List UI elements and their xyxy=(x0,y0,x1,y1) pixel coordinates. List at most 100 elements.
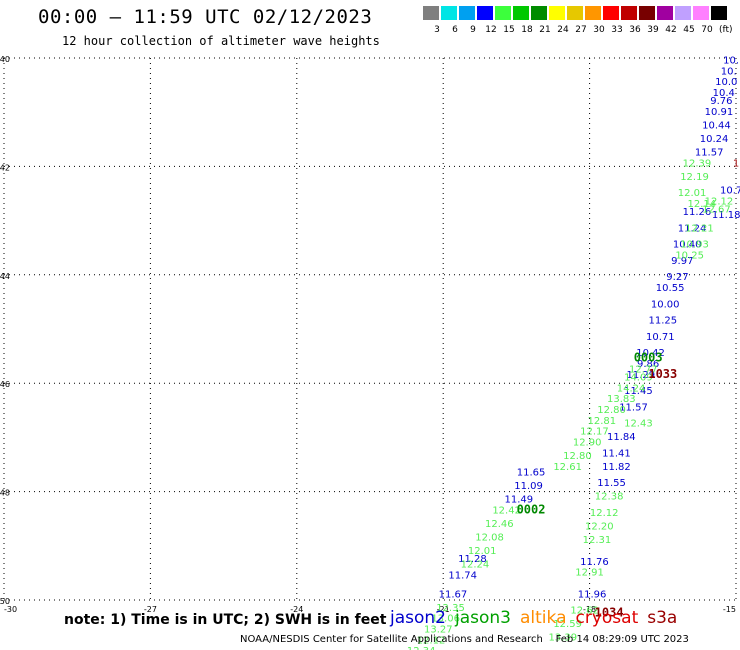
x-tick-label: -15 xyxy=(723,605,736,614)
jason3-point: 12.17 xyxy=(580,427,609,438)
color-swatch xyxy=(711,6,727,20)
jason3-point: 12.08 xyxy=(475,532,504,543)
jason2-point: 11.96 xyxy=(578,589,607,600)
color-swatch-label: 39 xyxy=(647,25,659,35)
color-swatch-label: 30 xyxy=(593,25,605,35)
jason2-point: 10.71 xyxy=(646,332,675,343)
jason3-point: 12.12 xyxy=(705,196,734,207)
s3a-point: 1 xyxy=(733,158,739,169)
color-swatch xyxy=(621,6,637,20)
track-labels: 00030002000110331034 xyxy=(517,351,678,620)
color-swatch xyxy=(693,6,709,20)
jason3-point: 12.62 xyxy=(570,606,599,617)
color-swatch xyxy=(675,6,691,20)
jason3-point: 12.80 xyxy=(597,405,626,416)
footer-note: note: 1) Time is in UTC; 2) SWH is in fe… xyxy=(64,612,387,628)
y-tick-label: -48 xyxy=(0,489,10,498)
y-tick-label: -46 xyxy=(0,380,10,389)
color-swatch-label: 45 xyxy=(683,25,695,35)
jason2-point: 11.67 xyxy=(439,589,468,600)
color-swatch xyxy=(639,6,655,20)
jason3-point: 14.09 xyxy=(624,372,653,383)
color-swatch xyxy=(495,6,511,20)
jason2-point: 11.24 xyxy=(678,223,707,234)
jason2-point: 10.44 xyxy=(702,120,731,131)
jason3-point: 12.24 xyxy=(461,559,490,570)
jason2-point: 10.55 xyxy=(656,283,685,294)
legend-jason2: jason2 xyxy=(390,608,446,628)
y-tick-label: -40 xyxy=(0,55,10,64)
jason2-point: 10.40 xyxy=(673,240,702,251)
jason2-point: 9.27 xyxy=(666,272,688,283)
color-swatch xyxy=(441,6,457,20)
color-swatch-label: 9 xyxy=(470,25,476,35)
jason3-point: 12.12 xyxy=(417,635,446,646)
color-swatch xyxy=(603,6,619,20)
chart-subtitle: 12 hour collection of altimeter wave hei… xyxy=(62,34,380,48)
color-swatch xyxy=(585,6,601,20)
jason2-point: 10. xyxy=(721,66,737,77)
jason2-point: 11.09 xyxy=(514,481,543,492)
grid-lines xyxy=(3,57,737,601)
jason3-point: 12.77 xyxy=(629,364,658,375)
jason2-point: 11.29 xyxy=(627,370,656,381)
color-swatch xyxy=(423,6,439,20)
legend-altika: altika xyxy=(520,608,567,628)
jason3-point: 12.80 xyxy=(563,451,592,462)
jason3-point: 12.14 xyxy=(688,199,717,210)
color-swatch-label: 6 xyxy=(452,25,458,35)
jason2-point: 11.26 xyxy=(683,207,712,218)
jason3-point: 12.19 xyxy=(680,172,709,183)
jason3-point: 12.90 xyxy=(573,438,602,449)
color-unit-label: (ft) xyxy=(719,25,733,35)
color-swatch-label: 21 xyxy=(539,25,551,35)
jason2-point: 11.41 xyxy=(602,448,631,459)
jason2-point: 10.7 xyxy=(720,186,740,197)
jason2-point: 10.42 xyxy=(636,348,665,359)
jason2-point: 11.76 xyxy=(580,557,609,568)
jason2-point: 10.24 xyxy=(700,134,729,145)
jason3-point: 12.42 xyxy=(492,505,521,516)
jason3-point: 12.61 xyxy=(553,462,582,473)
jason2-point: 11.57 xyxy=(695,148,724,159)
jason2-point: 10.4 xyxy=(713,88,735,99)
jason3-point: 12.91 xyxy=(575,568,604,579)
jason2-point: 10.00 xyxy=(651,299,680,310)
color-swatch-label: 27 xyxy=(575,25,587,35)
color-swatch-label: 18 xyxy=(521,25,533,35)
jason2-point: 11.49 xyxy=(505,494,534,505)
color-swatch-label: 24 xyxy=(557,25,569,35)
jason2-point: 11.74 xyxy=(448,570,477,581)
legend-cryosat: cryosat xyxy=(575,608,639,628)
track-number-label: 1033 xyxy=(648,367,677,381)
jason3-point: 12.12 xyxy=(590,508,619,519)
y-tick-label: -50 xyxy=(0,597,10,606)
x-tick-label: -27 xyxy=(144,605,157,614)
jason2-point: 11.18 xyxy=(712,210,740,221)
jason2-point: 10. xyxy=(723,55,739,66)
color-swatch-label: 36 xyxy=(629,25,641,35)
color-swatch-label: 12 xyxy=(485,25,497,35)
x-tick-label: -21 xyxy=(437,605,450,614)
satellite-legend: jason2 jason3 altika cryosat s3a xyxy=(390,608,686,628)
jason2-point: 9.97 xyxy=(671,256,693,267)
color-swatch xyxy=(477,6,493,20)
jason3-point: 13.06 xyxy=(431,614,460,625)
jason3-point: 12.39 xyxy=(683,158,712,169)
jason3-point: 12.59 xyxy=(553,619,582,630)
color-swatch xyxy=(513,6,529,20)
jason3-point: 14.24 xyxy=(617,383,646,394)
chart-title: 00:00 – 11:59 UTC 02/12/2023 xyxy=(38,6,373,28)
jason3-point: 12.01 xyxy=(678,188,707,199)
y-tick-label: -44 xyxy=(0,272,10,281)
jason2-point: 11.57 xyxy=(619,402,648,413)
x-tick-label: -24 xyxy=(290,605,303,614)
x-tick-label: -30 xyxy=(4,605,17,614)
jason3-point: 13.39 xyxy=(548,633,577,644)
track-number-label: 1034 xyxy=(595,605,624,619)
jason2-point: 11.55 xyxy=(597,478,626,489)
color-swatch-label: 70 xyxy=(701,25,713,35)
y-tick-label: -42 xyxy=(0,163,10,172)
color-swatch-label: 15 xyxy=(503,25,515,35)
